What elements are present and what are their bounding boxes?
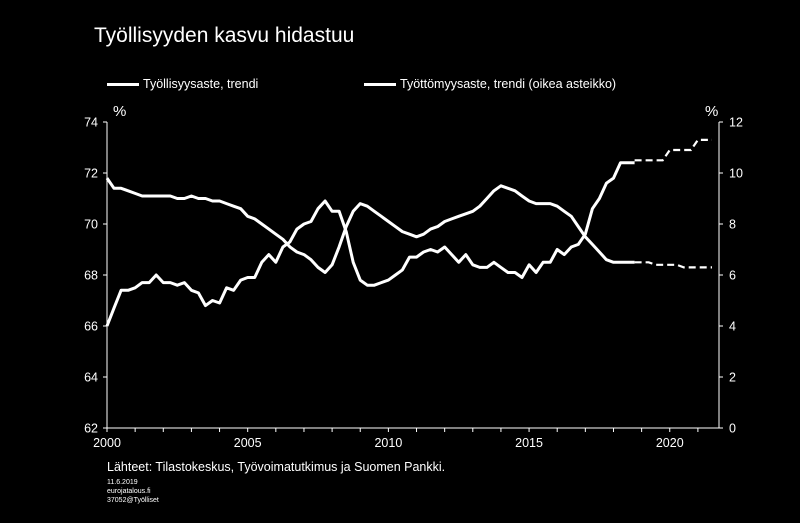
right-axis-tick-label: 0: [729, 422, 736, 436]
left-axis-tick-label: 70: [84, 218, 98, 232]
right-axis-tick-label: 8: [729, 218, 736, 232]
left-axis-tick-label: 66: [84, 320, 98, 334]
chart-title: Työllisyyden kasvu hidastuu: [94, 24, 355, 47]
left-axis-tick-label: 64: [84, 371, 98, 385]
x-axis-tick-label: 2010: [374, 436, 402, 450]
x-axis-tick-label: 2020: [656, 436, 684, 450]
right-axis-tick-label: 6: [729, 269, 736, 283]
x-axis-tick-label: 2005: [234, 436, 262, 450]
right-axis-tick-label: 12: [729, 116, 743, 130]
right-axis-tick-label: 10: [729, 167, 743, 181]
right-axis-unit: %: [705, 103, 719, 120]
source-note: Lähteet: Tilastokeskus, Työvoimatutkimus…: [107, 460, 446, 474]
right-axis-tick-label: 2: [729, 371, 736, 385]
employment-rate-line: [105, 161, 635, 327]
legend-swatch-unemployment: [364, 82, 396, 86]
right-axis-tick-label: 4: [729, 320, 736, 334]
left-axis-unit: %: [113, 103, 127, 120]
legend-swatch-employment: [107, 82, 139, 86]
footer-site: eurojatalous.fi: [107, 488, 151, 495]
left-axis-tick-label: 74: [84, 116, 98, 130]
unemployment-rate-forecast: [634, 261, 712, 269]
employment-rate-forecast: [634, 138, 712, 162]
legend-label-unemployment: Työttömyysaste, trendi (oikea asteikko): [400, 77, 617, 91]
left-axis-tick-label: 72: [84, 167, 98, 181]
legend-item-employment: Työllisyysaste, trendi: [107, 77, 258, 91]
unemployment-rate-line: [105, 177, 635, 274]
footer-code: 37052@Työlliset: [107, 497, 159, 504]
left-axis-tick-label: 68: [84, 269, 98, 283]
footer-date: 11.6.2019: [107, 479, 138, 486]
x-axis-tick-label: 2015: [515, 436, 543, 450]
x-axis-tick-label: 2000: [93, 436, 121, 450]
left-axis-tick-label: 62: [84, 422, 98, 436]
legend-item-unemployment: Työttömyysaste, trendi (oikea asteikko): [364, 77, 616, 91]
legend-label-employment: Työllisyysaste, trendi: [143, 77, 259, 91]
